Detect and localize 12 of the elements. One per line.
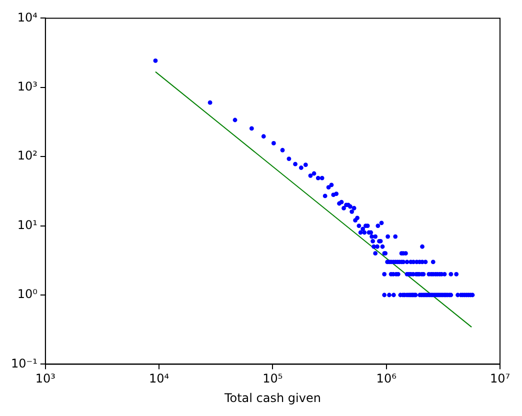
x-tick-label: 10⁴: [149, 372, 170, 386]
x-tick-label: 10³: [35, 372, 56, 386]
x-tick-label: 10⁶: [376, 372, 397, 386]
x-axis-title: Total cash given: [223, 390, 321, 405]
y-tick-label: 10⁴: [17, 10, 38, 24]
x-tick-label: 10⁷: [490, 372, 510, 386]
y-tick-label: 10³: [17, 80, 38, 94]
x-tick-label: 10⁵: [262, 372, 283, 386]
y-tick-label: 10⁰: [17, 287, 38, 302]
y-tick-label: 10¹: [17, 218, 38, 232]
y-tick-label: 10⁻¹: [10, 356, 38, 370]
y-tick-label: 10²: [17, 148, 38, 163]
